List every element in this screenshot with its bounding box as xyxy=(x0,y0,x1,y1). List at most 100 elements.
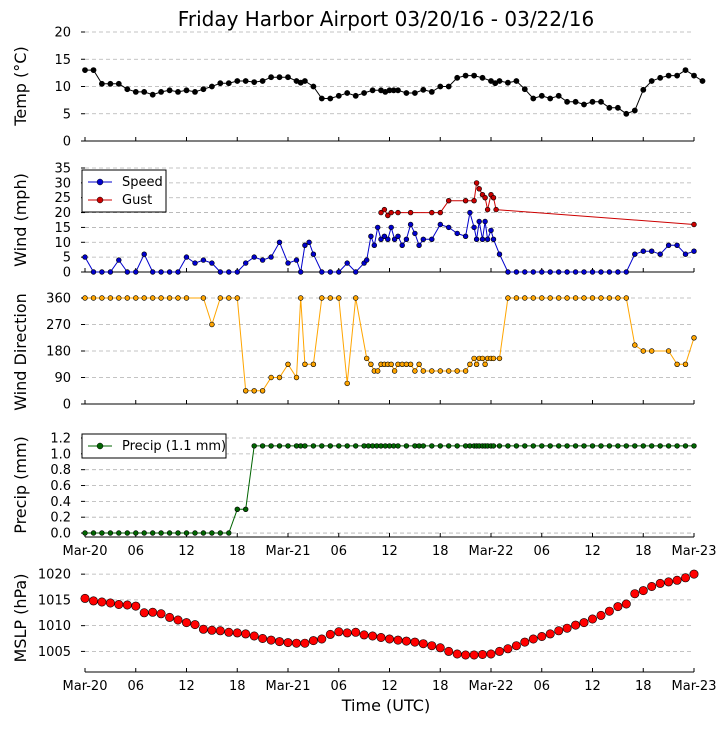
x-tick-label: 18 xyxy=(432,544,449,559)
gust-point xyxy=(407,209,414,216)
gust-point xyxy=(493,206,499,213)
speed-point xyxy=(632,251,638,257)
speed-point xyxy=(505,269,511,275)
wind-direction-point xyxy=(175,295,181,301)
precip-1-1-mm-point xyxy=(116,530,122,536)
x-tick-label: 12 xyxy=(584,544,601,559)
mslp-point xyxy=(418,639,428,649)
speed-point xyxy=(327,269,333,275)
wind-direction-point xyxy=(496,355,503,362)
wind-direction-point xyxy=(473,361,480,367)
precip-1-1-mm-point xyxy=(302,443,308,449)
x-tick-label: 18 xyxy=(229,679,246,694)
mslp-point xyxy=(511,641,521,651)
temp-point xyxy=(504,79,511,86)
wind-direction-point xyxy=(482,361,488,367)
speed-point xyxy=(665,242,672,249)
wind-direction-point xyxy=(158,295,164,301)
precip-1-1-mm-point xyxy=(158,530,164,536)
wind-direction-point xyxy=(344,380,350,387)
wind-direction-point xyxy=(407,361,414,367)
mslp-point xyxy=(334,627,344,637)
precip-1-1-mm-point xyxy=(598,443,604,449)
wind-direction-point xyxy=(490,355,497,362)
temp-point xyxy=(301,78,308,84)
speed-point xyxy=(268,254,274,260)
precip-1-1-mm-point xyxy=(496,443,503,449)
wind-direction-point xyxy=(471,355,477,362)
wind-direction-point xyxy=(82,295,88,301)
mslp-point xyxy=(520,637,530,647)
speed-point xyxy=(467,209,473,216)
speed-point xyxy=(581,269,587,275)
temp-point xyxy=(648,78,655,84)
wind-y-tick-label: 20 xyxy=(54,206,71,221)
wind-direction-point xyxy=(682,361,689,367)
mslp-point xyxy=(435,643,445,653)
speed-point xyxy=(407,221,414,228)
precip-1-1-mm-point xyxy=(336,443,342,449)
x-tick-label: 06 xyxy=(127,679,144,694)
wind-direction-point xyxy=(572,295,579,301)
temp-axis-title: Temp (°C) xyxy=(11,46,30,126)
mslp-point xyxy=(630,589,640,599)
wind-direction-point xyxy=(234,295,241,301)
precip-1-1-mm-point xyxy=(353,443,359,449)
mslp-point xyxy=(241,629,251,639)
x-tick-label: 06 xyxy=(127,544,144,559)
wind-direction-point xyxy=(259,388,266,394)
mslp-point xyxy=(587,614,597,624)
speed-point xyxy=(107,269,114,275)
precip-1-1-mm-point xyxy=(183,530,190,536)
precip-y-tick-label: 0.6 xyxy=(50,479,71,494)
temp-point xyxy=(606,104,613,111)
precip-1-1-mm-point xyxy=(133,530,139,536)
wind-direction-point xyxy=(243,388,249,394)
precip-1-1-mm-point xyxy=(615,443,621,449)
mslp-point xyxy=(477,649,487,659)
precip-1-1-mm-point xyxy=(454,443,460,449)
precip-1-1-mm-point xyxy=(564,443,570,449)
mslp-y-tick-label: 1010 xyxy=(38,619,71,634)
wind-direction-point xyxy=(429,368,435,374)
mslp-point xyxy=(258,633,268,643)
speed-point xyxy=(691,248,697,254)
x-tick-label: Mar-22 xyxy=(469,544,514,559)
x-tick-label: Mar-22 xyxy=(469,679,514,694)
precip-1-1-mm-point xyxy=(640,443,646,449)
wind-direction-point xyxy=(640,348,646,354)
temp-point xyxy=(471,72,477,79)
temp-point xyxy=(615,104,621,111)
temp-point xyxy=(99,80,105,87)
precip-1-1-mm-point xyxy=(623,443,629,449)
wind-direction-point xyxy=(437,368,443,374)
speed-point xyxy=(133,269,139,275)
speed-point xyxy=(437,221,443,228)
speed-point xyxy=(657,251,663,257)
temp-point xyxy=(657,74,664,81)
wind-direction-point xyxy=(615,295,621,301)
x-tick-label: 06 xyxy=(330,679,347,694)
precip-1-1-mm-point xyxy=(251,443,257,449)
mslp-point xyxy=(325,629,335,639)
mslp-point xyxy=(545,629,555,639)
wind-direction-point xyxy=(581,295,587,301)
mslp-point xyxy=(494,646,504,656)
wind-direction-point xyxy=(454,368,460,374)
precip-y-tick-label: 0.8 xyxy=(50,463,71,478)
speed-point xyxy=(429,236,435,243)
wind-direction-point xyxy=(420,368,426,374)
mslp-point xyxy=(190,620,200,630)
speed-point xyxy=(395,233,401,240)
x-tick-label: 12 xyxy=(381,679,398,694)
mslp-point xyxy=(664,577,674,587)
precip-1-1-mm-point xyxy=(175,530,181,536)
precip-1-1-mm-point xyxy=(403,443,410,449)
mslp-point xyxy=(680,573,690,583)
gust-point xyxy=(446,198,452,204)
temp-point xyxy=(158,89,164,95)
temp-point xyxy=(699,78,706,84)
mslp-point xyxy=(689,569,699,579)
precip-1-1-mm-point xyxy=(327,443,333,449)
temp-point xyxy=(124,86,131,93)
